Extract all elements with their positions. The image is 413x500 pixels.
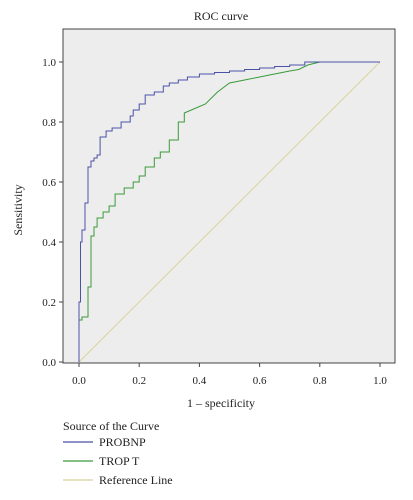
x-axis: 0.0 0.2 0.4 0.6 0.8 1.0 (72, 363, 387, 387)
series-line-probnp (78, 61, 380, 362)
y-tick-label: 0.0 (42, 357, 56, 369)
legend-label: PROBNP (99, 435, 146, 449)
x-axis-title: 1 – specificity (187, 396, 255, 410)
y-tick-label: 0.6 (42, 177, 56, 189)
series-line-trop-t (78, 61, 380, 362)
legend-label: Reference Line (99, 473, 173, 487)
y-tick-label: 0.4 (42, 237, 56, 249)
plot-area (62, 28, 396, 364)
y-axis: 0.0 0.2 0.4 0.6 0.8 1.0 (42, 57, 63, 369)
x-tick-label: 0.0 (72, 375, 86, 387)
series-lines (78, 61, 381, 363)
legend: PROBNP TROP T Reference Line (63, 435, 173, 487)
y-tick-label: 1.0 (42, 57, 56, 69)
x-tick-label: 0.2 (132, 375, 146, 387)
chart-title: ROC curve (194, 9, 248, 23)
y-axis-title: Sensitivity (11, 184, 25, 235)
legend-label: TROP T (99, 454, 140, 468)
series-line-reference-line (78, 61, 381, 363)
x-tick-label: 0.4 (193, 375, 207, 387)
legend-title: Source of the Curve (63, 419, 159, 433)
x-tick-label: 0.6 (253, 375, 267, 387)
y-tick-label: 0.2 (42, 297, 56, 309)
y-tick-label: 0.8 (42, 117, 56, 129)
x-tick-label: 1.0 (373, 375, 387, 387)
x-tick-label: 0.8 (313, 375, 327, 387)
